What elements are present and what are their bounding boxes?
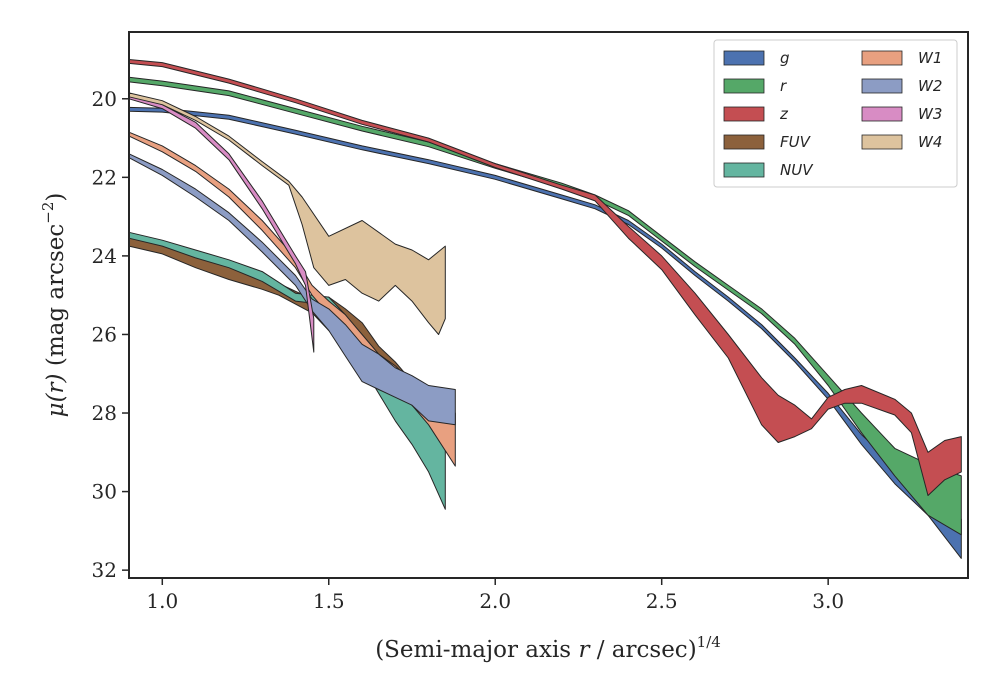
- y-axis-label: μ(r) (mag arcsec−2): [39, 193, 69, 418]
- legend-label: W3: [918, 105, 942, 123]
- series-band-w4: [128, 92, 446, 335]
- x-tick-label: 1.0: [146, 589, 178, 613]
- x-tick-label: 3.0: [812, 589, 844, 613]
- legend-swatch: [861, 106, 903, 122]
- legend-swatch: [861, 134, 903, 150]
- legend-label: r: [780, 77, 787, 95]
- series-band-w3: [128, 94, 315, 353]
- series-band-r: [128, 76, 962, 536]
- y-tick-label: 32: [92, 558, 117, 582]
- legend-swatch: [723, 50, 765, 66]
- series-band-w2: [128, 153, 456, 426]
- y-tick-label: 20: [92, 87, 117, 111]
- legend-swatch: [861, 50, 903, 66]
- legend-swatch: [723, 162, 765, 178]
- x-tick-label: 2.0: [479, 589, 511, 613]
- y-tick-label: 22: [92, 165, 117, 189]
- y-tick-label: 26: [92, 322, 117, 346]
- series-band-z: [128, 59, 962, 496]
- legend-label: NUV: [780, 161, 814, 179]
- legend-swatch: [723, 106, 765, 122]
- legend-label: W2: [918, 77, 942, 95]
- x-axis: 1.0 1.5 2.0 2.5 3.0: [146, 578, 844, 613]
- legend-swatch: [723, 78, 765, 94]
- legend-swatch: [723, 134, 765, 150]
- legend-label: W4: [918, 133, 942, 151]
- legend-label: g: [780, 49, 790, 67]
- legend-box: [713, 39, 958, 188]
- legend-label: FUV: [780, 133, 812, 151]
- plot-frame: [128, 31, 969, 579]
- legend-label: z: [779, 105, 789, 123]
- legend-label: W1: [918, 49, 942, 67]
- x-tick-label: 1.5: [313, 589, 345, 613]
- legend-swatch: [861, 78, 903, 94]
- x-axis-label: (Semi-major axis r / arcsec)1/4: [375, 633, 721, 663]
- series-band-g: [128, 106, 962, 559]
- y-axis: 20 22 24 26 28 30 32: [92, 87, 129, 582]
- y-tick-label: 28: [92, 401, 117, 425]
- legend: grz FUV NUV W1 W2 W3 W4: [713, 39, 958, 188]
- y-tick-label: 30: [92, 480, 117, 504]
- series-layer: [128, 59, 962, 559]
- y-tick-label: 24: [92, 244, 117, 268]
- x-tick-label: 2.5: [646, 589, 678, 613]
